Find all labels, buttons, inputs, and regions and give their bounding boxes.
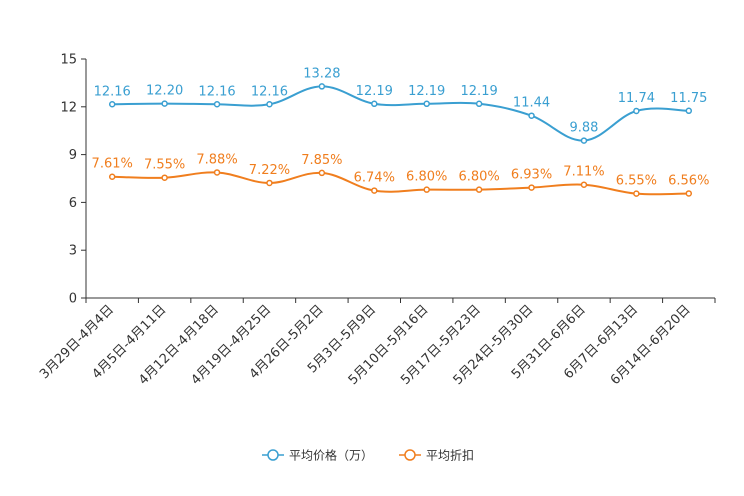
data-point[interactable]	[580, 137, 588, 144]
data-point[interactable]	[580, 181, 588, 188]
data-point[interactable]	[161, 100, 168, 107]
data-label: 7.88%	[196, 152, 237, 167]
data-point[interactable]	[528, 112, 535, 119]
data-point[interactable]	[213, 101, 221, 108]
legend-item-2[interactable]: 平均折扣	[399, 448, 474, 463]
legend: 平均价格（万） 平均折扣	[262, 448, 474, 463]
data-point[interactable]	[371, 100, 378, 108]
data-point[interactable]	[633, 190, 640, 197]
series-line	[112, 85, 689, 142]
legend-marker-icon	[267, 449, 279, 461]
data-point[interactable]	[685, 107, 693, 115]
data-point[interactable]	[423, 186, 430, 193]
data-label: 7.55%	[144, 158, 185, 173]
y-tick-label: 9	[69, 148, 77, 163]
y-tick-label: 0	[69, 292, 77, 307]
data-point[interactable]	[633, 107, 640, 115]
data-point[interactable]	[213, 169, 221, 176]
data-label: 9.88	[569, 121, 598, 136]
y-tick-label: 15	[60, 53, 77, 68]
data-point[interactable]	[371, 187, 378, 194]
data-label: 6.93%	[511, 168, 552, 183]
data-label: 6.80%	[406, 170, 447, 185]
data-label: 12.16	[251, 84, 288, 99]
data-point[interactable]	[108, 173, 116, 180]
data-label: 12.20	[146, 84, 183, 99]
data-point[interactable]	[318, 169, 326, 177]
series-1: 12.16 12.20 12.16 12.16 13.28 12.19 12.19 12.19…	[94, 66, 707, 144]
x-axis-ticks: 3月29日-4月4日4月5日-4月11日4月12日-4月18日4月19日-4月2…	[37, 298, 716, 388]
y-tick-label: 12	[60, 100, 77, 115]
data-label: 11.44	[513, 96, 550, 111]
series-line	[112, 171, 689, 196]
data-point[interactable]	[685, 190, 693, 197]
data-point[interactable]	[528, 184, 535, 191]
data-point[interactable]	[318, 83, 326, 90]
data-label: 11.75	[670, 91, 707, 106]
data-point[interactable]	[161, 174, 168, 181]
series-lines: 12.16 12.20 12.16 12.16 13.28 12.19 12.19 12.19…	[92, 66, 709, 197]
data-label: 11.74	[618, 91, 655, 106]
legend-label: 平均价格（万）	[289, 448, 373, 463]
data-label: 12.19	[408, 84, 445, 99]
data-label: 7.85%	[301, 153, 342, 168]
data-label: 12.19	[356, 84, 393, 99]
data-label: 7.61%	[92, 157, 133, 172]
data-point[interactable]	[475, 186, 483, 193]
data-label: 7.11%	[563, 165, 604, 180]
data-label: 12.19	[461, 84, 498, 99]
y-axis-ticks: 0 3 6 9 12 15	[60, 53, 86, 307]
data-label: 6.55%	[616, 174, 657, 189]
data-label: 7.22%	[249, 163, 290, 178]
data-label: 6.80%	[458, 170, 499, 185]
data-label: 12.16	[94, 84, 131, 99]
y-tick-label: 6	[69, 196, 77, 211]
data-label: 6.74%	[354, 171, 395, 186]
data-point[interactable]	[266, 101, 273, 108]
y-tick-label: 3	[69, 244, 77, 259]
legend-label: 平均折扣	[426, 448, 474, 463]
series-2: 7.61% 7.55% 7.88% 7.22% 7.85% 6.74% 6.80% 6.80%…	[92, 152, 709, 197]
data-point[interactable]	[475, 100, 483, 108]
legend-item-1[interactable]: 平均价格（万）	[262, 448, 373, 463]
data-label: 13.28	[303, 66, 340, 81]
data-point[interactable]	[108, 101, 116, 108]
data-label: 12.16	[198, 84, 235, 99]
data-point[interactable]	[266, 179, 273, 187]
data-point[interactable]	[423, 100, 430, 108]
legend-marker-icon	[404, 449, 416, 461]
data-label: 6.56%	[668, 173, 709, 188]
